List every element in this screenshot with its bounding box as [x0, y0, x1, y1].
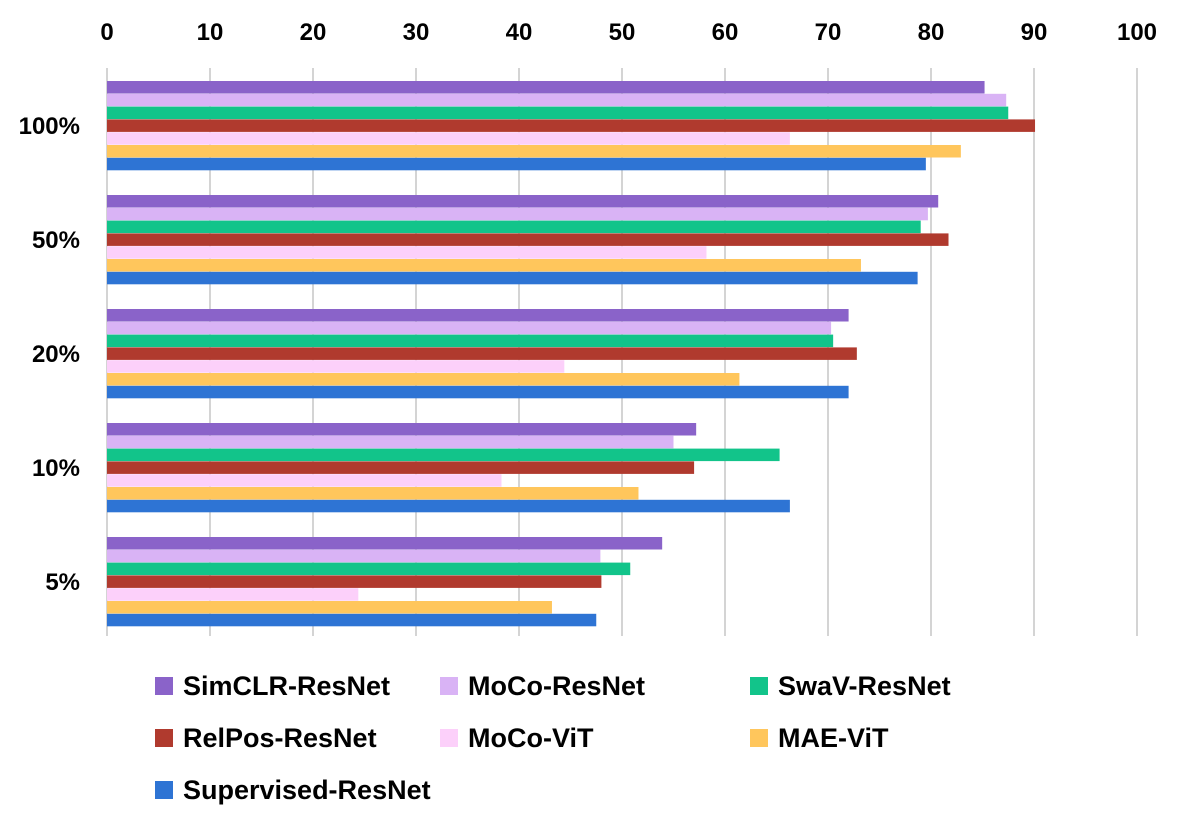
bar-supervised-resnet-50pct: [107, 271, 918, 285]
legend-label: MoCo-ViT: [468, 722, 594, 753]
x-tick-label: 10: [197, 19, 224, 46]
bar-mae-vit-20pct: [107, 373, 740, 386]
category-label: 20%: [32, 341, 80, 368]
x-tick-label: 80: [918, 19, 945, 46]
bar-mae-vit-50pct: [107, 259, 861, 272]
bar-mae-vit-100pct: [107, 145, 961, 158]
x-tick-label: 20: [300, 19, 327, 46]
bar-simclr-resnet-100pct: [107, 81, 985, 94]
legend-swatch: [440, 677, 458, 695]
category-label: 10%: [32, 455, 80, 482]
bar-mae-vit-10pct: [107, 487, 639, 500]
bar-relpos-resnet-10pct: [107, 461, 695, 474]
legend-item: MoCo-ViT: [440, 720, 593, 756]
bar-moco-resnet-5pct: [107, 549, 601, 563]
bar-simclr-resnet-10pct: [107, 423, 697, 436]
bar-simclr-resnet-5pct: [107, 537, 663, 550]
bar-relpos-resnet-5pct: [107, 575, 602, 588]
legend-swatch: [155, 729, 173, 747]
x-tick-label: 50: [609, 19, 636, 46]
x-tick-label: 0: [100, 19, 113, 46]
bar-moco-vit-50pct: [107, 246, 707, 259]
bar-moco-vit-20pct: [107, 360, 565, 373]
legend-label: MAE-ViT: [778, 722, 889, 753]
legend-swatch: [440, 729, 458, 747]
legend-swatch: [155, 781, 173, 799]
category-label: 50%: [32, 227, 80, 254]
bar-simclr-resnet-20pct: [107, 309, 849, 322]
legend-swatch: [750, 729, 768, 747]
bar-relpos-resnet-20pct: [107, 347, 857, 360]
legend-label: MoCo-ResNet: [468, 670, 646, 701]
bar-supervised-resnet-10pct: [107, 499, 790, 513]
legend-item: RelPos-ResNet: [155, 720, 377, 756]
legend-label: SimCLR-ResNet: [183, 670, 391, 701]
x-tick-label: 70: [815, 19, 842, 46]
bar-relpos-resnet-50pct: [107, 233, 949, 246]
x-tick-label: 60: [712, 19, 739, 46]
bar-moco-resnet-100pct: [107, 93, 1007, 107]
bar-relpos-resnet-100pct: [107, 119, 1036, 132]
legend-swatch: [750, 677, 768, 695]
bar-moco-resnet-10pct: [107, 435, 674, 449]
bar-swav-resnet-5pct: [107, 562, 631, 576]
bar-simclr-resnet-50pct: [107, 195, 939, 208]
legend-label: RelPos-ResNet: [183, 722, 377, 753]
legend-item: SwaV-ResNet: [750, 668, 951, 704]
legend-item: Supervised-ResNet: [155, 772, 431, 808]
x-tick-label: 90: [1021, 19, 1048, 46]
legend-item: MoCo-ResNet: [440, 668, 645, 704]
legend-swatch: [155, 677, 173, 695]
legend-item: SimCLR-ResNet: [155, 668, 390, 704]
legend-item: MAE-ViT: [750, 720, 889, 756]
bar-moco-vit-5pct: [107, 588, 359, 601]
bar-moco-resnet-20pct: [107, 321, 832, 335]
legend-label: SwaV-ResNet: [778, 670, 951, 701]
bar-swav-resnet-20pct: [107, 334, 834, 348]
x-tick-label: 30: [403, 19, 430, 46]
category-label: 5%: [45, 569, 80, 596]
bar-supervised-resnet-100pct: [107, 157, 926, 171]
bar-moco-resnet-50pct: [107, 207, 928, 221]
bar-mae-vit-5pct: [107, 601, 552, 614]
bars: [107, 81, 1036, 627]
x-tick-label: 40: [506, 19, 533, 46]
category-labels: 100% 50% 20% 10% 5%: [19, 113, 80, 596]
bar-chart: 0 10 20 30 40 50 60 70 80 90 100 100% 50% 20% 10% 5%: [19, 19, 1157, 636]
bar-supervised-resnet-20pct: [107, 385, 849, 399]
bar-swav-resnet-100pct: [107, 106, 1009, 120]
legend: SimCLR-ResNet MoCo-ResNet SwaV-ResNet RelPo…: [155, 668, 1055, 828]
legend-label: Supervised-ResNet: [183, 774, 431, 805]
category-label: 100%: [19, 113, 80, 140]
bar-supervised-resnet-5pct: [107, 613, 597, 627]
bar-swav-resnet-50pct: [107, 220, 921, 234]
bar-swav-resnet-10pct: [107, 448, 780, 462]
x-tick-label: 100: [1117, 19, 1157, 46]
bar-moco-vit-100pct: [107, 132, 790, 145]
x-axis-ticks: 0 10 20 30 40 50 60 70 80 90 100: [100, 19, 1157, 46]
bar-moco-vit-10pct: [107, 474, 502, 487]
